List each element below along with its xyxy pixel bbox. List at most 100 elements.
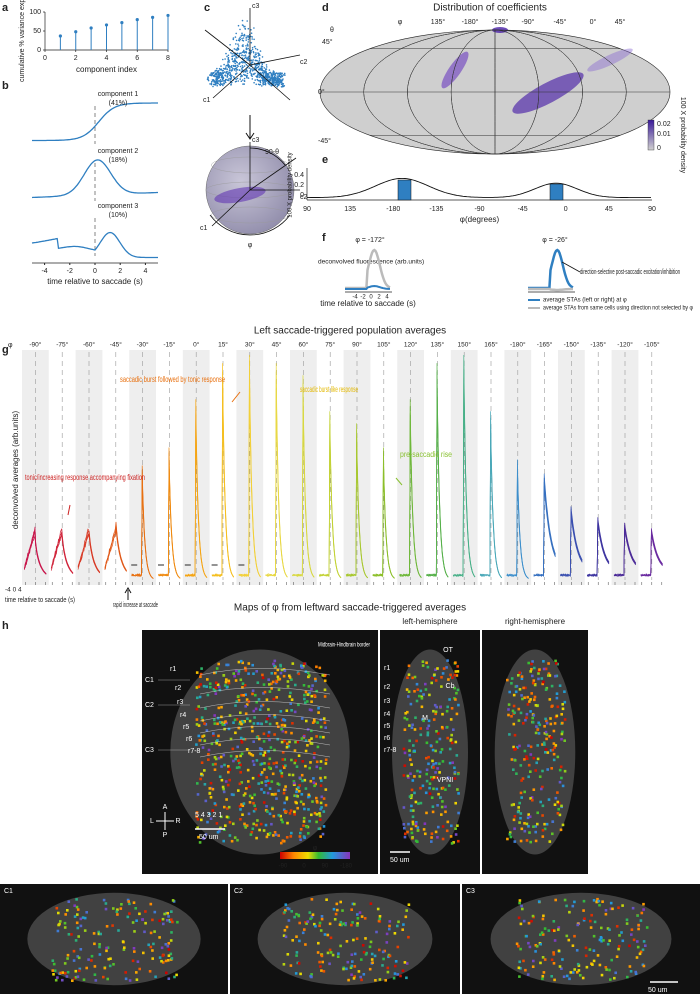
phi-dot bbox=[265, 721, 268, 724]
point bbox=[216, 85, 218, 87]
phi-dot bbox=[228, 806, 231, 809]
phi-dot bbox=[166, 919, 169, 922]
phi-dot bbox=[430, 682, 433, 685]
phi-dot bbox=[116, 910, 119, 913]
phi-dot bbox=[264, 780, 267, 783]
phi-dot bbox=[112, 907, 115, 910]
point bbox=[227, 68, 229, 70]
phi-dot bbox=[560, 713, 563, 716]
phi-label: 0° bbox=[193, 341, 200, 349]
phi-dot bbox=[221, 779, 224, 782]
point bbox=[218, 74, 220, 76]
phi-dot bbox=[513, 705, 516, 708]
phi-dot bbox=[420, 802, 423, 805]
phi-dot bbox=[295, 954, 298, 957]
phi-dot bbox=[261, 781, 264, 784]
phi-dot bbox=[389, 920, 392, 923]
phi-dot bbox=[432, 811, 435, 814]
point bbox=[242, 52, 244, 54]
map-label: r4 bbox=[180, 712, 186, 719]
point bbox=[240, 66, 242, 68]
phi-dot bbox=[313, 719, 316, 722]
phi-dot bbox=[527, 942, 530, 945]
phi-dot bbox=[105, 950, 108, 953]
phi-dot bbox=[315, 690, 318, 693]
phi-dot bbox=[546, 722, 549, 725]
phi-dot bbox=[425, 792, 428, 795]
point bbox=[264, 67, 266, 69]
point bbox=[253, 27, 255, 29]
phi-dot bbox=[323, 970, 326, 973]
phi-dot bbox=[426, 742, 429, 745]
phi-dot bbox=[225, 780, 228, 783]
phi-dot bbox=[295, 972, 298, 975]
phi-dot bbox=[435, 711, 438, 714]
point bbox=[231, 75, 233, 77]
phi-dot bbox=[541, 814, 544, 817]
phi-dot bbox=[253, 804, 256, 807]
phi-dot bbox=[283, 963, 286, 966]
phi-dot bbox=[197, 705, 200, 708]
phi-dot bbox=[133, 901, 136, 904]
phi-dot bbox=[573, 901, 576, 904]
phi-label: -150° bbox=[564, 341, 580, 349]
phi-dot bbox=[555, 662, 558, 665]
phi-dot bbox=[430, 840, 433, 843]
stem-head bbox=[59, 34, 62, 37]
phi-dot bbox=[151, 957, 154, 960]
phi-dot bbox=[415, 823, 418, 826]
phi-dot bbox=[290, 759, 293, 762]
phi-dot bbox=[426, 780, 429, 783]
phi-dot bbox=[317, 711, 320, 714]
phi-dot bbox=[516, 685, 519, 688]
phi-dot bbox=[311, 742, 314, 745]
phi-dot bbox=[428, 694, 431, 697]
phi-dot bbox=[223, 754, 226, 757]
phi-dot bbox=[134, 907, 137, 910]
point bbox=[213, 81, 215, 83]
phi-dot bbox=[205, 685, 208, 688]
phi-dot bbox=[417, 802, 420, 805]
component-name: component 2 bbox=[98, 148, 139, 155]
phi-label: -75° bbox=[56, 341, 68, 349]
x-tick-label: 135 bbox=[344, 206, 356, 213]
phi-dot bbox=[266, 698, 269, 701]
phi-dot bbox=[316, 800, 319, 803]
phi-dot bbox=[560, 829, 563, 832]
phi-dot bbox=[549, 698, 552, 701]
phi-dot bbox=[329, 949, 332, 952]
phi-dot bbox=[351, 921, 354, 924]
phi-dot bbox=[510, 682, 513, 685]
longitude-label: φ bbox=[398, 19, 403, 26]
phi-dot bbox=[543, 725, 546, 728]
point bbox=[219, 76, 221, 78]
phi-dot bbox=[525, 716, 528, 719]
phi-dot bbox=[411, 726, 414, 729]
phi-dot bbox=[403, 774, 406, 777]
phi-dot bbox=[560, 805, 563, 808]
phi-dot bbox=[262, 677, 265, 680]
phi-dot bbox=[238, 727, 241, 730]
phi-dot bbox=[270, 746, 273, 749]
phi-dot bbox=[414, 676, 417, 679]
point bbox=[246, 47, 248, 49]
point bbox=[239, 63, 241, 65]
phi-dot bbox=[520, 905, 523, 908]
phi-dot bbox=[411, 789, 414, 792]
phi-dot bbox=[242, 694, 245, 697]
phi-dot bbox=[438, 771, 441, 774]
column-shade bbox=[22, 350, 49, 585]
stem-head bbox=[74, 30, 77, 33]
phi-dot bbox=[217, 735, 220, 738]
phi-dot bbox=[273, 762, 276, 765]
point bbox=[272, 81, 274, 83]
phi-dot bbox=[412, 816, 415, 819]
phi-dot bbox=[433, 674, 436, 677]
phi-dot bbox=[419, 775, 422, 778]
phi-dot bbox=[433, 718, 436, 721]
phi-dot bbox=[248, 662, 251, 665]
phi-dot bbox=[298, 962, 301, 965]
phi-dot bbox=[358, 970, 361, 973]
point bbox=[233, 65, 235, 67]
phi-dot bbox=[336, 903, 339, 906]
